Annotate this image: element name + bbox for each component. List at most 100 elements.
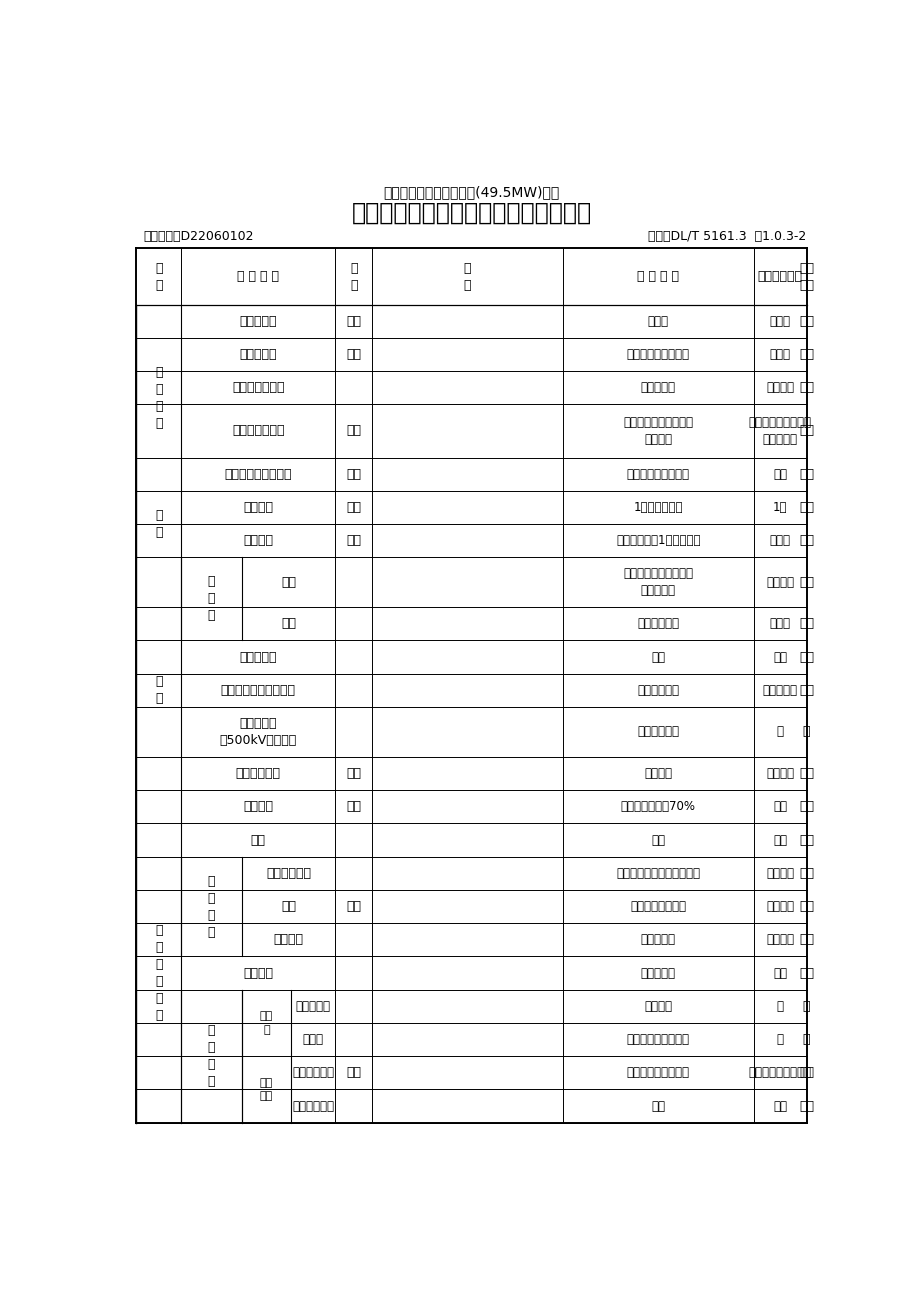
Text: 合格: 合格 (799, 467, 813, 480)
Text: 主要: 主要 (346, 315, 361, 328)
Text: 合格: 合格 (799, 424, 813, 437)
Text: 齐全: 齐全 (772, 966, 787, 979)
Text: 无损坏: 无损坏 (769, 348, 789, 361)
Text: 对应位置: 对应位置 (274, 934, 303, 947)
Text: 主要: 主要 (346, 534, 361, 547)
Text: 表号：DL/T 5161.3  表1.0.3-2: 表号：DL/T 5161.3 表1.0.3-2 (648, 230, 806, 243)
Text: 用兆欧表加压1分钟不闪络: 用兆欧表加压1分钟不闪络 (616, 534, 700, 547)
Text: 铁
芯: 铁 芯 (154, 509, 163, 539)
Text: 合格: 合格 (799, 684, 813, 697)
Text: 合格: 合格 (799, 651, 813, 664)
Text: 清洁度、弹力: 清洁度、弹力 (266, 867, 311, 880)
Text: 完好: 完好 (651, 651, 664, 664)
Text: 1点，连接可靠: 1点，连接可靠 (633, 501, 682, 514)
Text: 合格: 合格 (799, 315, 813, 328)
Text: 分
接
开
关: 分 接 开 关 (208, 1025, 215, 1088)
Text: 绕组及引出线绝缘层: 绕组及引出线绝缘层 (224, 467, 291, 480)
Text: 合格: 合格 (799, 575, 813, 589)
Text: ／: ／ (776, 1032, 783, 1046)
Text: 良好: 良好 (772, 1100, 787, 1113)
Text: 良好: 良好 (772, 467, 787, 480)
Text: 转动器: 转动器 (302, 1032, 323, 1046)
Text: 器身各部位: 器身各部位 (239, 315, 277, 328)
Text: 裸
导
体: 裸 导 体 (208, 575, 215, 622)
Text: 单项
评定: 单项 评定 (799, 262, 813, 292)
Text: 畅通无异物: 畅通无异物 (762, 684, 797, 697)
Text: 质量检验结果: 质量检验结果 (757, 270, 802, 283)
Text: ／: ／ (802, 1032, 810, 1046)
Text: 完整，包缠牢固紧密: 完整，包缠牢固紧密 (626, 467, 689, 480)
Text: 固定牢固: 固定牢固 (643, 767, 672, 780)
Text: 可靠，塞尺塞不进: 可靠，塞尺塞不进 (630, 900, 686, 913)
Text: 合格: 合格 (799, 867, 813, 880)
Text: 铁芯接地: 铁芯接地 (243, 501, 273, 514)
Text: 合格: 合格 (799, 348, 813, 361)
Text: 接触: 接触 (281, 900, 296, 913)
Text: 检 验 项 目: 检 验 项 目 (237, 270, 279, 283)
Text: 无移动: 无移动 (647, 315, 668, 328)
Text: 齐全，正确: 齐全，正确 (641, 966, 675, 979)
Text: 开关动作顺序: 开关动作顺序 (291, 1066, 334, 1079)
Text: 齐全、无损坏，且防
松措施可靠: 齐全、无损坏，且防 松措施可靠 (748, 415, 811, 447)
Text: 主要: 主要 (346, 501, 361, 514)
Text: 主要: 主要 (346, 801, 361, 814)
Text: 符合要求: 符合要求 (766, 867, 793, 880)
Text: 无脱焊: 无脱焊 (769, 617, 789, 630)
Text: 正确，切换时无开路: 正确，切换时无开路 (626, 1066, 689, 1079)
Text: 主要: 主要 (346, 900, 361, 913)
Text: 无毛刺、尖角、断股、
断片、打弯: 无毛刺、尖角、断股、 断片、打弯 (623, 568, 693, 598)
Text: 完好、无损伤: 完好、无损伤 (637, 725, 678, 738)
Text: 主变压器检查分项工程质量检验评定表: 主变压器检查分项工程质量检验评定表 (351, 201, 591, 224)
Text: 高压应力锥: 高压应力锥 (239, 651, 277, 664)
Text: 器
身
外
观: 器 身 外 观 (154, 366, 163, 430)
Text: 工程编号：D22060102: 工程编号：D22060102 (143, 230, 254, 243)
Text: 线圈固定检查: 线圈固定检查 (235, 767, 280, 780)
Text: 性
质: 性 质 (349, 262, 357, 292)
Text: 各部件外观: 各部件外观 (239, 348, 277, 361)
Text: 合格: 合格 (799, 381, 813, 395)
Text: 有载
调压: 有载 调压 (259, 1078, 273, 1101)
Text: 可靠: 可靠 (772, 833, 787, 846)
Text: 三相一致: 三相一致 (643, 1000, 672, 1013)
Text: 动作灵活、密封良好: 动作灵活、密封良好 (626, 1032, 689, 1046)
Text: 无烧伤、损坏及变形: 无烧伤、损坏及变形 (626, 348, 689, 361)
Text: 不低于出厂值的70%: 不低于出厂值的70% (620, 801, 695, 814)
Text: 开
关
触
头: 开 关 触 头 (208, 875, 215, 939)
Text: 均压屏蔽罩
（500kV高压侧）: 均压屏蔽罩 （500kV高压侧） (220, 717, 297, 747)
Text: 操作杆长度: 操作杆长度 (295, 1000, 330, 1013)
Text: 完好: 完好 (772, 651, 787, 664)
Text: 无励
磁: 无励 磁 (259, 1012, 273, 1035)
Text: 固定牢固: 固定牢固 (766, 767, 793, 780)
Text: 主要: 主要 (346, 348, 361, 361)
Text: 外观: 外观 (281, 575, 296, 589)
Text: 合格: 合格 (799, 801, 813, 814)
Text: 连接: 连接 (251, 833, 266, 846)
Text: 合格: 合格 (799, 534, 813, 547)
Text: 可靠: 可靠 (651, 833, 664, 846)
Text: ／: ／ (802, 725, 810, 738)
Text: 油路（有围屏者除外）: 油路（有围屏者除外） (221, 684, 295, 697)
Text: 合格: 合格 (799, 617, 813, 630)
Text: ／: ／ (802, 1000, 810, 1013)
Text: 主要: 主要 (346, 424, 361, 437)
Text: 质 量 标 准: 质 量 标 准 (637, 270, 678, 283)
Text: 部件装配: 部件装配 (243, 966, 273, 979)
Text: 合格: 合格 (799, 934, 813, 947)
Text: 绕组绝缘: 绕组绝缘 (243, 801, 273, 814)
Text: 各部位绑扎措施: 各部位绑扎措施 (232, 381, 284, 395)
Text: 良好: 良好 (651, 1100, 664, 1113)
Text: 主要: 主要 (346, 1066, 361, 1079)
Text: 铁芯绝缘: 铁芯绝缘 (243, 534, 273, 547)
Text: 合格: 合格 (799, 966, 813, 979)
Text: 无异物、畅通: 无异物、畅通 (637, 684, 678, 697)
Text: 齐全，紧固: 齐全，紧固 (641, 381, 675, 395)
Text: 正确一致: 正确一致 (766, 934, 793, 947)
Text: 合格: 合格 (799, 1066, 813, 1079)
Text: 合格: 合格 (799, 900, 813, 913)
Text: 合格: 合格 (799, 501, 813, 514)
Text: 无闪络: 无闪络 (769, 534, 789, 547)
Text: 单
位: 单 位 (463, 262, 471, 292)
Text: 满焊、无脱焊: 满焊、无脱焊 (637, 617, 678, 630)
Text: ／: ／ (776, 725, 783, 738)
Text: 合格: 合格 (799, 833, 813, 846)
